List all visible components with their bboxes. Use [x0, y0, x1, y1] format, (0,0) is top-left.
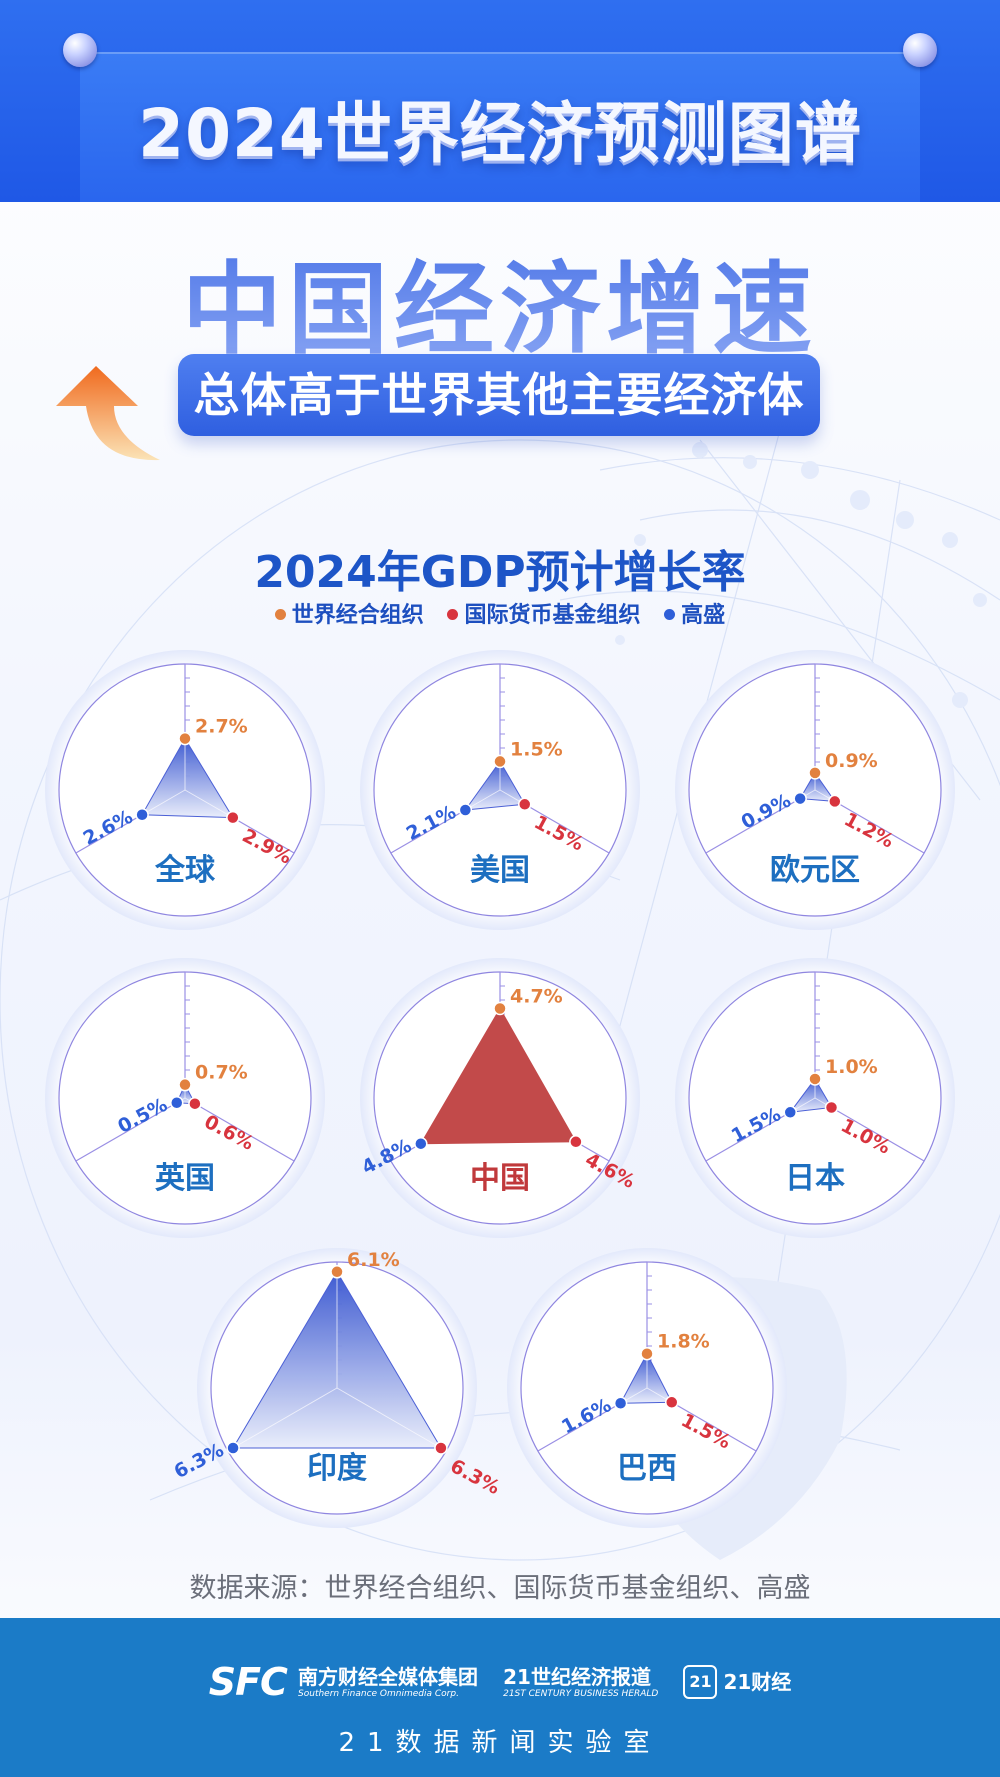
- radar-point-2: [226, 1441, 240, 1455]
- radar-area-7: [619, 1352, 673, 1404]
- radar-6: 6.1% 6.3% 6.3% 印度: [171, 1248, 504, 1528]
- radar-point-0: [330, 1265, 344, 1279]
- hero-title: 中国经济增速: [0, 228, 1000, 373]
- herald-name: 21世纪经济报道: [503, 1664, 651, 1689]
- radar-point-1: [226, 810, 240, 825]
- radar-point-1: [517, 797, 532, 812]
- radar-point-2: [783, 1105, 798, 1120]
- radar-point-0: [493, 1001, 507, 1016]
- radar-value-label-2: 6.3%: [171, 1439, 228, 1483]
- data-source: 数据来源：世界经合组织、国际货币基金组织、高盛: [189, 1573, 811, 1604]
- radar-value-label-0: 1.5%: [510, 738, 563, 760]
- footer-logos: SFC 南方财经全媒体集团 Southern Finance Omnimedia…: [0, 1660, 1000, 1704]
- radar-value-label-0: 1.8%: [657, 1331, 710, 1353]
- radar-1: 1.5%1.5%2.1%美国: [360, 650, 640, 930]
- radar-area-5: [789, 1078, 833, 1113]
- radar-region-name: 日本: [785, 1161, 845, 1196]
- radar-5: 1.0%1.0%1.5%日本: [675, 958, 955, 1238]
- radar-region-name: 中国: [470, 1161, 530, 1196]
- radar-area-0: [141, 737, 234, 819]
- radar-inner-line: [336, 1387, 442, 1449]
- legend-label-imf: 国际货币基金组织: [464, 603, 641, 628]
- footer: SFC 南方财经全媒体集团 Southern Finance Omnimedia…: [0, 1618, 1000, 1777]
- radar-value-label-0: 0.7%: [195, 1062, 248, 1084]
- radar-area-1: [464, 760, 526, 811]
- header-panel: [80, 52, 920, 202]
- header-ball-right: [903, 33, 937, 67]
- 21caijing-logo: 21 21财经: [683, 1665, 791, 1699]
- radar-region-name: 巴西: [617, 1451, 677, 1486]
- legend-dot-oecd: [274, 609, 286, 620]
- legend-item-gs: 高盛: [664, 597, 725, 629]
- radar-point-2: [170, 1096, 184, 1110]
- radar-value-label-0: 4.7%: [510, 985, 563, 1007]
- radar-point-2: [458, 803, 473, 817]
- radar-axis: [75, 1097, 186, 1162]
- radar-point-1: [664, 1395, 679, 1410]
- sfc-mark: SFC: [208, 1660, 288, 1704]
- subtitle-text: 总体高于世界其他主要经济体: [193, 368, 805, 422]
- radar-area-4: [419, 1007, 577, 1145]
- radar-area-2: [799, 771, 836, 803]
- radar-region-name: 印度: [307, 1451, 367, 1486]
- radar-point-2: [613, 1396, 628, 1410]
- 21caijing-name: 21财经: [723, 1670, 792, 1694]
- herald-english: 21ST CENTURY BUSINESS HERALD: [503, 1688, 659, 1699]
- chart-title: 2024年GDP预计增长率: [254, 547, 746, 598]
- radar-point-0: [808, 766, 822, 780]
- header-ball-left: [63, 33, 97, 67]
- radar-point-1: [188, 1096, 202, 1111]
- radar-point-1: [824, 1100, 839, 1115]
- radar-point-0: [808, 1072, 822, 1086]
- radar-point-0: [178, 731, 192, 746]
- radar-value-label-0: 0.9%: [825, 750, 878, 772]
- radar-inner-line: [141, 789, 186, 816]
- radar-value-label-0: 2.7%: [195, 716, 248, 738]
- legend-item-imf: 国际货币基金组织: [447, 597, 641, 629]
- radar-2: 0.9%1.2%0.9%欧元区: [675, 650, 955, 930]
- radar-point-2: [414, 1136, 428, 1151]
- legend-dot-imf: [447, 609, 459, 620]
- radar-point-0: [178, 1077, 192, 1092]
- radar-region-name: 全球: [154, 853, 216, 888]
- radar-point-1: [434, 1441, 448, 1455]
- data-lab-name: 21数据新闻实验室: [338, 1728, 662, 1758]
- legend-item-oecd: 世界经合组织: [274, 597, 424, 629]
- radar-region-name: 英国: [155, 1161, 215, 1196]
- sfc-name: 南方财经全媒体集团: [298, 1664, 479, 1689]
- up-arrow-icon: [56, 366, 160, 461]
- radar-value-label-0: 6.1%: [347, 1249, 400, 1271]
- radar-0: 2.7%2.9%2.6%全球: [45, 650, 325, 930]
- radar-region-name: 欧元区: [770, 853, 860, 888]
- page-title: 2024世界经济预测图谱: [138, 95, 862, 172]
- radar-region-name: 美国: [470, 853, 530, 888]
- radar-value-label-0: 1.0%: [825, 1056, 878, 1078]
- legend-label-gs: 高盛: [681, 603, 726, 628]
- radar-7: 1.8%1.5%1.6%巴西: [507, 1248, 787, 1528]
- 21caijing-badge: 21: [683, 1665, 718, 1699]
- legend-dot-gs: [664, 609, 676, 620]
- radar-axis: [184, 1097, 295, 1162]
- radar-point-2: [135, 808, 149, 822]
- sfc-english: Southern Finance Omnimedia Corp.: [298, 1688, 459, 1699]
- radar-point-1: [828, 794, 842, 809]
- header-band: 2024世界经济预测图谱: [0, 0, 1000, 202]
- radar-inner-line: [184, 789, 234, 819]
- legend-label-oecd: 世界经合组织: [291, 603, 424, 628]
- chart-legend: 世界经合组织 国际货币基金组织 高盛: [0, 597, 1000, 629]
- radar-point-0: [493, 754, 507, 769]
- herald-logo: 21世纪经济报道 21ST CENTURY BUSINESS HERALD: [503, 1665, 658, 1700]
- radar-3: 0.7%0.6%0.5%英国: [45, 958, 325, 1238]
- radar-value-label-1: 6.3%: [447, 1455, 504, 1499]
- radar-inner-line: [232, 1387, 338, 1449]
- radar-point-0: [640, 1346, 654, 1361]
- sfc-logo: SFC 南方财经全媒体集团 Southern Finance Omnimedia…: [209, 1660, 478, 1704]
- radar-point-1: [569, 1135, 583, 1149]
- radar-point-2: [793, 791, 807, 806]
- subtitle-banner: 总体高于世界其他主要经济体: [178, 354, 820, 436]
- radar-4: 4.7%4.6%4.8% 中国: [358, 958, 640, 1238]
